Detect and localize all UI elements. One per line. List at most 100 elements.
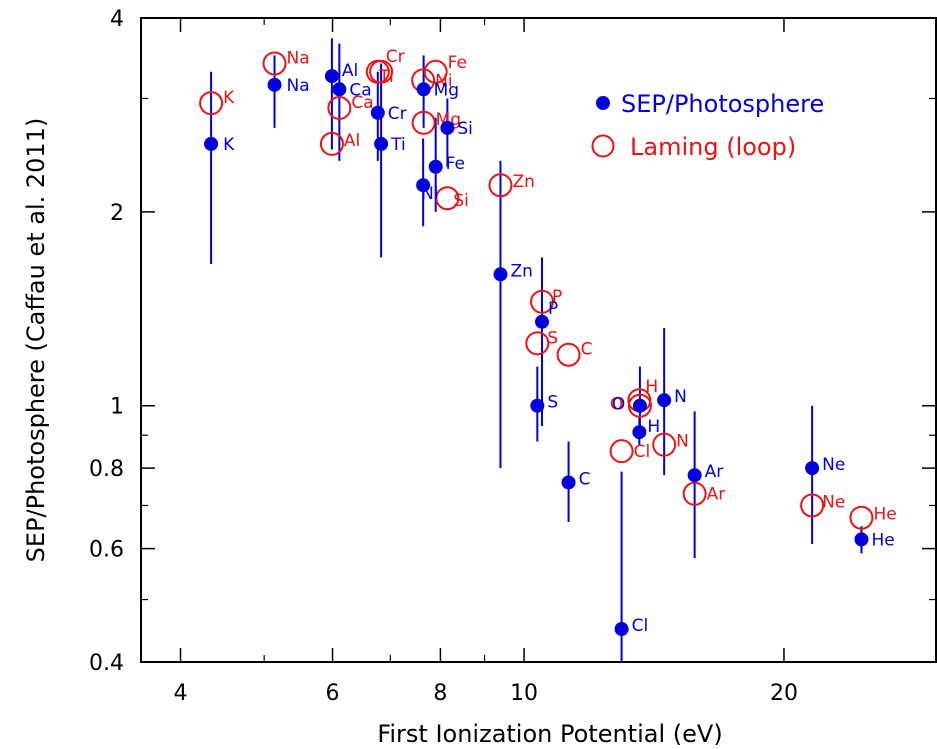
sep-point-label: Na <box>287 76 310 96</box>
laming-point-label: Si <box>453 191 469 211</box>
sep-point <box>332 82 347 97</box>
laming-point-label: C <box>581 340 593 360</box>
laming-point-label: Ne <box>822 492 845 512</box>
sep-point-label: K <box>223 135 235 155</box>
sep-point-label: Ni <box>421 184 438 204</box>
laming-point <box>262 51 287 76</box>
laming-point <box>652 432 677 457</box>
legend-laming-marker <box>591 134 615 158</box>
sep-point-label: Ca <box>349 80 371 100</box>
laming-point <box>682 481 707 506</box>
x-tick-label: 6 <box>326 681 340 706</box>
laming-point <box>423 59 448 84</box>
laming-point-label: Ar <box>707 485 726 505</box>
laming-point-label: Zn <box>512 172 534 192</box>
laming-point-label: H <box>645 377 658 397</box>
y-tick-label: 0.6 <box>89 538 124 563</box>
sep-point <box>324 69 339 84</box>
laming-point <box>609 439 634 464</box>
legend: SEP/Photosphere Laming (loop) <box>591 90 824 161</box>
sep-point-label: C <box>579 469 591 489</box>
legend-sep-marker <box>596 96 610 110</box>
sep-point <box>632 425 647 440</box>
laming-point-label: Cr <box>386 47 405 67</box>
sep-point <box>440 120 455 135</box>
sep-point-label: Ar <box>705 462 724 482</box>
laming-point-label: Ti <box>378 67 394 87</box>
legend-laming-label: Laming (loop) <box>630 133 796 161</box>
laming-point <box>530 289 555 314</box>
sep-point-label: O <box>612 395 625 415</box>
y-tick-label: 4 <box>110 7 124 32</box>
laming-point-label: Ca <box>351 93 373 113</box>
sep-point <box>374 136 389 151</box>
sep-point-label: Si <box>457 119 473 139</box>
sep-point <box>535 314 550 329</box>
sep-point <box>493 267 508 282</box>
sep-point-label: Zn <box>510 261 532 281</box>
y-axis-title: SEP/Photosphere (Caffau et al. 2011) <box>22 118 50 563</box>
laming-point-label: Al <box>344 131 360 151</box>
x-tick-label: 10 <box>510 681 538 706</box>
sep-point-label: Cl <box>632 616 649 636</box>
legend-sep-label: SEP/Photosphere <box>621 90 824 118</box>
laming-point <box>411 110 436 135</box>
sep-point-label: S <box>547 393 558 413</box>
laming-point-label: Fe <box>448 53 467 73</box>
sep-point <box>632 398 647 413</box>
laming-point <box>525 331 550 356</box>
laming-point-label: P <box>552 287 562 307</box>
x-tick-label: 20 <box>770 681 798 706</box>
laming-point-label: Ni <box>435 71 452 91</box>
sep-point <box>530 398 545 413</box>
laming-point-label: He <box>873 505 896 525</box>
laming-point <box>327 95 352 120</box>
laming-point <box>556 342 581 367</box>
laming-point <box>435 186 460 211</box>
sep-point-label: Mg <box>434 80 459 100</box>
x-tick-label: 8 <box>433 681 447 706</box>
sep-point <box>416 82 431 97</box>
laming-point-label: N <box>676 432 689 452</box>
error-bars <box>210 38 863 662</box>
laming-point-label: O <box>610 395 623 415</box>
axis-ticks <box>141 17 937 663</box>
sep-point-label: P <box>548 299 558 319</box>
sep-point-label: Fe <box>446 154 465 174</box>
sep-point-label: Ti <box>390 135 406 155</box>
laming-point-label: K <box>223 88 235 108</box>
laming-point <box>849 505 874 530</box>
laming-point-label: Na <box>287 48 310 68</box>
sep-point <box>561 475 576 490</box>
sep-point <box>416 178 431 193</box>
laming-point <box>488 173 513 198</box>
x-axis-title: First Ionization Potential (eV) <box>377 720 722 748</box>
plot-frame <box>140 17 937 663</box>
y-tick-label: 1 <box>110 395 124 420</box>
y-tick-label: 2 <box>110 201 124 226</box>
sep-point-label: H <box>647 417 660 437</box>
sep-point-label: Ne <box>822 455 845 475</box>
sep-point <box>370 105 385 120</box>
sep-point-label: He <box>871 530 894 550</box>
y-tick-label: 0.8 <box>89 457 124 482</box>
sep-point-label: Cr <box>388 104 407 124</box>
laming-point-label: Cl <box>634 442 651 462</box>
sep-point <box>687 468 702 483</box>
sep-point <box>267 77 282 92</box>
sep-point-label: N <box>674 387 687 407</box>
sep-point <box>854 532 869 547</box>
sep-point-label: Al <box>342 61 358 81</box>
axis-tick-labels: 4 6 8 10 20 0.4 0.6 0.8 1 2 4 <box>89 7 798 706</box>
laming-point <box>800 493 825 518</box>
laming-point-label: S <box>547 328 558 348</box>
sep-point <box>805 461 820 476</box>
x-tick-label: 4 <box>174 681 188 706</box>
sep-point <box>428 159 443 174</box>
laming-point <box>199 91 224 116</box>
laming-point <box>369 59 394 84</box>
sep-point <box>204 136 219 151</box>
sep-point <box>614 622 629 637</box>
